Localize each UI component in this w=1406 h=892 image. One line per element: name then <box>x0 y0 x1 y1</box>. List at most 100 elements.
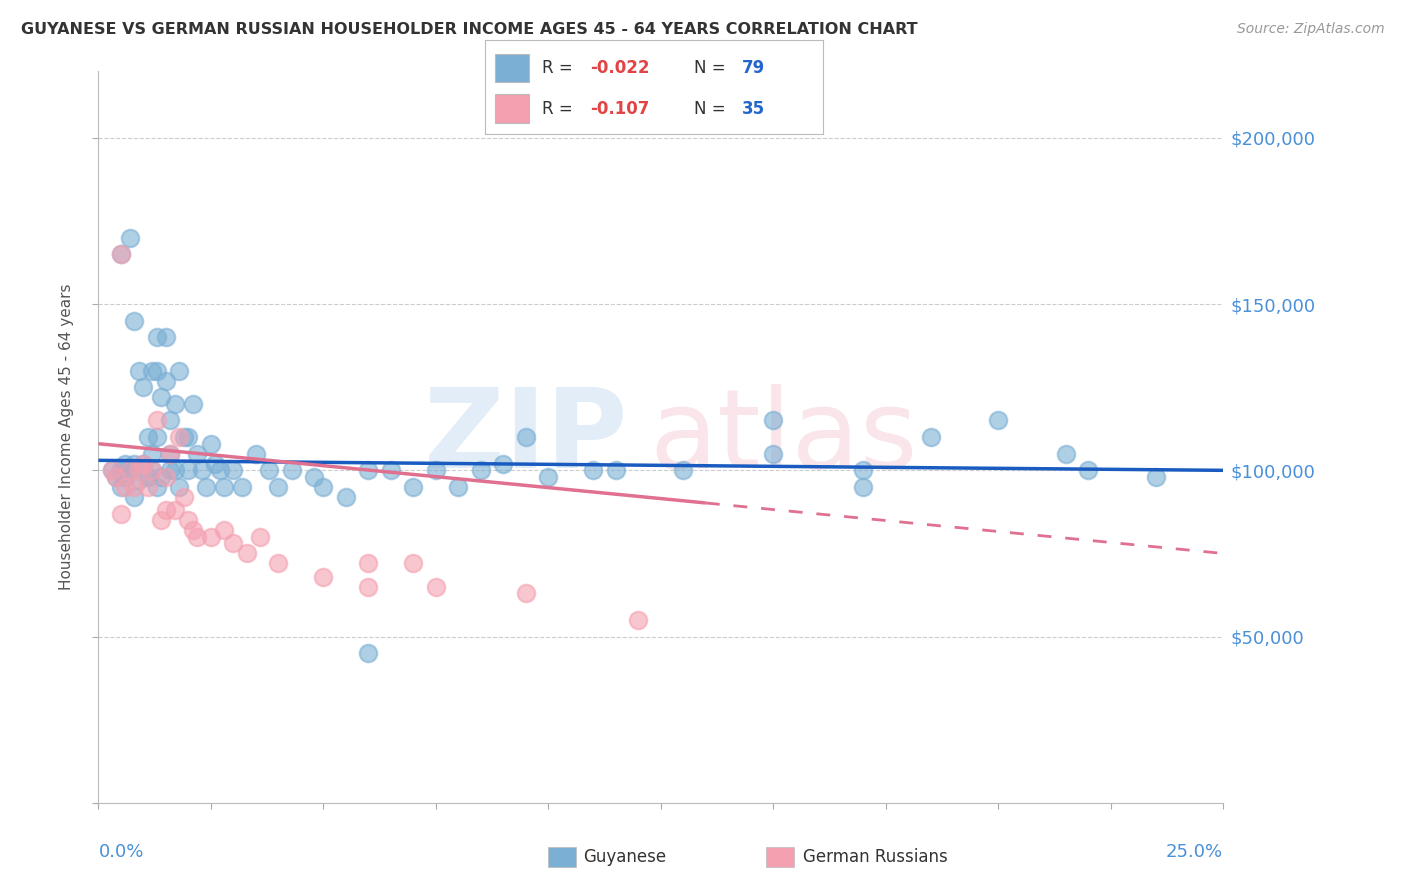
Point <box>515 430 537 444</box>
Point <box>222 463 245 477</box>
Point <box>200 436 222 450</box>
Point <box>1144 470 1167 484</box>
Point <box>402 557 425 571</box>
Point <box>128 463 150 477</box>
Point <box>537 470 560 484</box>
FancyBboxPatch shape <box>495 95 529 122</box>
Point <box>141 463 163 477</box>
Point <box>267 557 290 571</box>
Point <box>132 380 155 394</box>
Text: Source: ZipAtlas.com: Source: ZipAtlas.com <box>1237 22 1385 37</box>
Point <box>124 480 146 494</box>
Point <box>222 536 245 550</box>
Point <box>128 473 150 487</box>
Point <box>141 463 163 477</box>
Y-axis label: Householder Income Ages 45 - 64 years: Householder Income Ages 45 - 64 years <box>59 284 75 591</box>
Point <box>114 480 136 494</box>
Point <box>605 463 627 477</box>
Point <box>987 413 1010 427</box>
Point <box>155 330 177 344</box>
Point <box>173 490 195 504</box>
Point <box>146 480 169 494</box>
Point <box>169 430 191 444</box>
Text: Guyanese: Guyanese <box>583 848 666 866</box>
Point <box>1054 447 1077 461</box>
Point <box>177 463 200 477</box>
Text: 25.0%: 25.0% <box>1166 843 1223 861</box>
Point <box>169 363 191 377</box>
Point <box>181 523 204 537</box>
Point <box>136 430 159 444</box>
Point <box>204 457 226 471</box>
Point <box>231 480 253 494</box>
Point <box>214 480 236 494</box>
Point <box>672 463 695 477</box>
Text: R =: R = <box>543 59 578 78</box>
Point <box>141 447 163 461</box>
Point <box>515 586 537 600</box>
Point <box>177 513 200 527</box>
Text: ZIP: ZIP <box>423 384 627 491</box>
Point <box>150 390 173 404</box>
Point <box>159 463 181 477</box>
Point <box>163 397 186 411</box>
Point <box>470 463 492 477</box>
Point <box>155 374 177 388</box>
Point <box>146 330 169 344</box>
Point <box>124 314 146 328</box>
Text: R =: R = <box>543 100 578 118</box>
Point <box>214 523 236 537</box>
Point <box>447 480 470 494</box>
Point <box>762 447 785 461</box>
Point <box>335 490 357 504</box>
Point <box>312 480 335 494</box>
Point <box>114 457 136 471</box>
Point <box>357 463 380 477</box>
Point <box>200 530 222 544</box>
Point <box>132 457 155 471</box>
Point <box>186 447 208 461</box>
Point <box>124 490 146 504</box>
Point <box>762 413 785 427</box>
Point <box>312 570 335 584</box>
Point <box>159 447 181 461</box>
Point <box>118 463 141 477</box>
Point <box>136 480 159 494</box>
Point <box>132 457 155 471</box>
Point <box>208 463 231 477</box>
Point <box>357 557 380 571</box>
Point <box>492 457 515 471</box>
Text: N =: N = <box>695 59 731 78</box>
Point <box>380 463 402 477</box>
Point <box>236 546 259 560</box>
Text: -0.107: -0.107 <box>589 100 650 118</box>
Text: German Russians: German Russians <box>803 848 948 866</box>
Text: N =: N = <box>695 100 731 118</box>
Point <box>267 480 290 494</box>
Point <box>259 463 281 477</box>
Point <box>181 397 204 411</box>
Point <box>155 503 177 517</box>
Point <box>150 513 173 527</box>
Point <box>920 430 942 444</box>
Text: 79: 79 <box>741 59 765 78</box>
Point <box>110 507 132 521</box>
Point <box>159 413 181 427</box>
Text: atlas: atlas <box>650 384 918 491</box>
Point <box>101 463 124 477</box>
Point <box>582 463 605 477</box>
Point <box>173 430 195 444</box>
FancyBboxPatch shape <box>495 54 529 82</box>
Point <box>304 470 326 484</box>
Point <box>1077 463 1099 477</box>
Point <box>128 363 150 377</box>
Point <box>110 480 132 494</box>
Point <box>150 470 173 484</box>
Point <box>118 230 141 244</box>
Point <box>177 430 200 444</box>
Point <box>163 503 186 517</box>
Point <box>852 480 875 494</box>
Point <box>195 480 218 494</box>
Point <box>357 580 380 594</box>
Point <box>114 470 136 484</box>
